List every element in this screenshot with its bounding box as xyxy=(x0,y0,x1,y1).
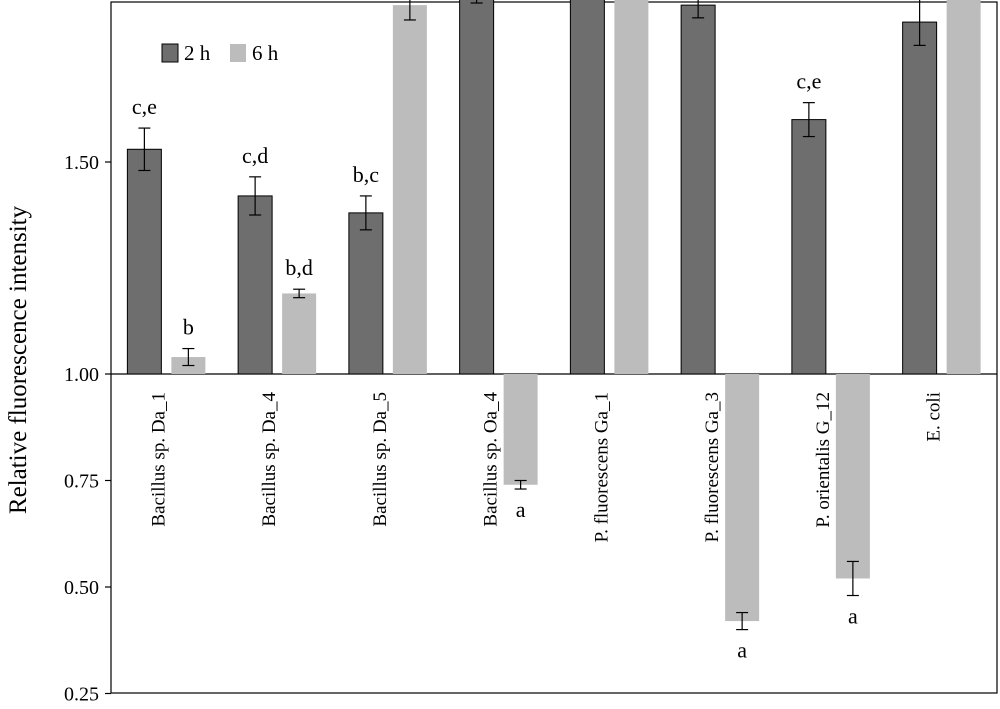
category-label: P. fluorescens Ga_1 xyxy=(591,392,612,542)
legend-swatch xyxy=(161,43,179,63)
legend-label: 2 h xyxy=(184,41,211,65)
category-label: E. coli xyxy=(924,392,945,442)
y-tick-label: 0.50 xyxy=(64,577,99,599)
category-label: Bacillus sp. Da_5 xyxy=(370,392,391,527)
category-label: P. fluorescens Ga_3 xyxy=(702,392,723,542)
category-label: P. orientalis G_12 xyxy=(813,392,834,528)
bar xyxy=(392,5,427,375)
y-tick-label: 1.00 xyxy=(64,364,99,386)
y-tick-label: 0.75 xyxy=(64,471,99,493)
category-label: Bacillus sp. Da_4 xyxy=(259,392,280,527)
significance-label: b,c xyxy=(353,162,380,187)
significance-label: a xyxy=(848,604,858,629)
category-label: Bacillus sp. Da_1 xyxy=(148,392,169,527)
bar xyxy=(126,148,162,375)
bar xyxy=(282,293,317,374)
significance-label: c,e xyxy=(132,94,157,119)
legend: 2 h 6 h xyxy=(161,41,279,65)
bar xyxy=(348,212,384,375)
bar xyxy=(237,195,273,375)
bar xyxy=(569,0,605,375)
plot-frame xyxy=(110,1,998,694)
significance-label: c,d xyxy=(242,143,268,168)
bar xyxy=(902,21,938,375)
plot-area: 0.250.500.751.001.502.002.50c,ebBacillus… xyxy=(64,0,998,706)
significance-label: c,e xyxy=(796,69,821,94)
y-tick-label: 1.50 xyxy=(64,152,99,174)
bar xyxy=(503,374,538,485)
bar xyxy=(680,4,716,375)
bar xyxy=(459,0,495,375)
significance-label: a xyxy=(737,638,747,663)
legend-label: 6 h xyxy=(252,41,279,65)
significance-label: a xyxy=(516,497,526,522)
bar xyxy=(835,374,870,579)
significance-label: b,d xyxy=(285,255,313,280)
category-label: Bacillus sp. Oa_4 xyxy=(481,392,502,527)
bar xyxy=(614,0,649,374)
y-tick-label: 0.25 xyxy=(64,684,99,705)
bar xyxy=(791,119,827,375)
bar xyxy=(946,0,981,374)
bar xyxy=(725,374,760,622)
legend-swatch xyxy=(230,44,246,62)
y-axis-label-group: Relative fluorescence intensity xyxy=(5,205,32,514)
y-axis-label: Relative fluorescence intensity xyxy=(5,205,32,514)
significance-label: b xyxy=(183,315,194,340)
